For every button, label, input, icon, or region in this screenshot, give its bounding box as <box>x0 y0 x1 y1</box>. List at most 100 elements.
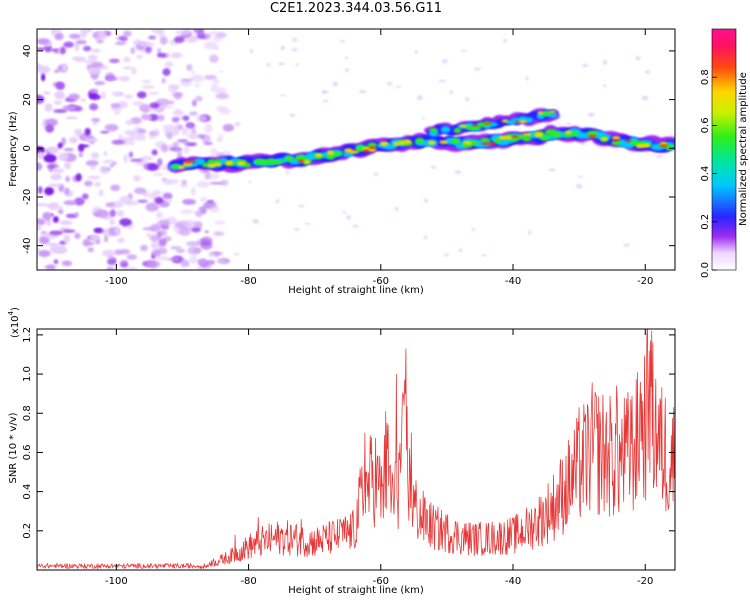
noise-blob <box>183 145 190 155</box>
ridge-0-blob <box>303 160 310 164</box>
noise-blob <box>49 230 64 236</box>
noise-blob <box>54 90 65 100</box>
noise-blob <box>192 221 203 228</box>
noise-blob <box>304 222 311 225</box>
snr-multiplier-exp: 4 <box>7 310 15 315</box>
ridge-0-blob <box>363 149 370 153</box>
noise-blob <box>149 102 160 109</box>
noise-blob <box>102 159 116 164</box>
noise-blob <box>124 94 134 99</box>
noise-blob <box>162 68 171 76</box>
noise-blob <box>156 114 165 122</box>
noise-blob <box>219 179 229 186</box>
noise-blob <box>91 61 104 68</box>
noise-blob <box>123 30 132 37</box>
noise-blob <box>89 103 99 111</box>
noise-blob <box>53 100 63 105</box>
noise-blob <box>63 234 71 244</box>
noise-blob <box>120 261 128 268</box>
noise-blob <box>195 95 203 102</box>
ridge-0-blob <box>565 130 572 135</box>
noise-blob <box>421 117 425 120</box>
noise-blob <box>59 46 66 55</box>
noise-blob <box>57 152 69 162</box>
noise-blob <box>275 199 280 204</box>
noise-blob <box>180 209 194 214</box>
ridge-0-blob <box>522 135 532 142</box>
noise-blob <box>142 79 151 84</box>
noise-blob <box>92 121 98 126</box>
noise-blob <box>140 244 149 252</box>
noise-blob <box>46 242 60 247</box>
ridge-1-blob <box>472 124 479 127</box>
noise-blob <box>73 105 82 112</box>
noise-blob <box>286 170 290 175</box>
noise-blob <box>94 80 106 86</box>
noise-blob <box>291 47 298 52</box>
noise-blob <box>118 75 131 82</box>
noise-blob <box>132 101 144 106</box>
noise-blob <box>58 209 64 214</box>
noise-blob <box>158 247 168 255</box>
spectrogram-xtick-label: -60 <box>373 276 389 287</box>
noise-blob <box>106 266 115 270</box>
snr-panel: -100 -80 -60 -40 -20 0.2 0.4 0.6 0.8 1.0 1.2 Heig… <box>7 307 676 596</box>
noise-blob <box>101 91 106 100</box>
noise-blob <box>119 249 131 255</box>
noise-blob <box>458 248 463 253</box>
ridge-0-blob <box>505 135 513 140</box>
noise-blob <box>48 164 56 169</box>
noise-blob <box>295 62 300 66</box>
colorbar-tick-label: 0.8 <box>700 69 711 85</box>
noise-blob <box>184 38 195 43</box>
ridge-0-blob <box>522 133 532 137</box>
spectrogram-ytick-label: 20 <box>22 93 33 106</box>
ridge-0-blob <box>570 131 579 137</box>
noise-blob <box>188 124 193 128</box>
snr-series <box>37 329 675 570</box>
noise-blob <box>332 81 338 87</box>
noise-blob <box>152 172 164 177</box>
noise-blob <box>38 235 50 245</box>
spectrogram-ytick-label: 40 <box>22 45 33 58</box>
ridge-0-blob <box>368 146 376 150</box>
noise-blob <box>359 89 367 94</box>
snr-ytick-label: 0.2 <box>22 523 33 539</box>
noise-blob <box>394 206 399 212</box>
ridge-0-blob <box>171 164 181 169</box>
noise-blob <box>99 165 110 175</box>
noise-blob <box>42 211 52 221</box>
ridge-0-blob <box>462 141 473 145</box>
noise-blob <box>37 247 40 252</box>
spectrogram-ridges <box>167 108 675 173</box>
noise-blob <box>197 29 205 38</box>
noise-blob <box>233 252 240 256</box>
noise-blob <box>154 196 164 204</box>
ridge-0-blob <box>236 161 246 166</box>
noise-blob <box>146 232 153 238</box>
noise-blob <box>292 37 298 42</box>
noise-blob <box>195 115 207 122</box>
ridge-0-blob <box>398 141 406 145</box>
noise-blob <box>218 108 232 115</box>
noise-blob <box>158 219 170 226</box>
noise-blob <box>106 77 119 81</box>
ridge-0-blob <box>665 144 674 151</box>
noise-blob <box>213 231 225 237</box>
noise-blob <box>74 128 83 137</box>
noise-blob <box>352 224 359 228</box>
snr-multiplier-close: ) <box>10 307 21 311</box>
noise-blob <box>83 45 92 52</box>
snr-line <box>37 329 675 570</box>
noise-blob <box>53 259 59 265</box>
noise-blob <box>206 259 216 266</box>
noise-blob <box>74 197 85 206</box>
noise-blob <box>423 198 429 203</box>
noise-blob <box>503 38 507 43</box>
noise-blob <box>162 124 177 131</box>
noise-blob <box>525 76 529 81</box>
noise-blob <box>43 154 57 163</box>
noise-blob <box>50 48 60 52</box>
noise-blob <box>37 223 42 231</box>
ridge-1-blob <box>501 119 509 123</box>
